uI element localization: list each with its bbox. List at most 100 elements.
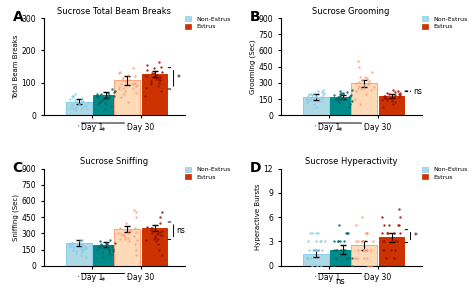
Point (105, 245, 112, 249)
Point (316, 239, 324, 244)
Point (337, 90, 345, 95)
Point (129, 66, 137, 71)
Point (357, 86, 365, 91)
Point (153, 72, 161, 77)
Point (336, 100, 343, 105)
Point (365, 263, 372, 268)
Point (335, 223, 343, 228)
Point (133, 83, 140, 88)
Point (121, 79, 128, 83)
Point (132, 84, 139, 88)
Point (346, 93, 354, 98)
Text: ns: ns (335, 277, 345, 286)
Point (97, 242, 105, 246)
Point (96, 239, 104, 244)
Point (361, 75, 369, 79)
Bar (303, 253, 328, 266)
Point (308, 255, 315, 260)
Point (105, 247, 113, 252)
Point (156, 215, 164, 220)
Point (102, 240, 109, 245)
Point (104, 90, 112, 95)
Point (106, 93, 113, 98)
Point (360, 83, 368, 87)
Point (65, 245, 73, 249)
Point (96, 100, 104, 105)
Point (321, 239, 328, 244)
Point (336, 92, 343, 96)
Point (120, 233, 128, 237)
Point (94, 101, 101, 106)
Text: B: B (250, 10, 260, 24)
Point (131, 81, 138, 85)
Point (130, 207, 138, 212)
Point (71, 92, 79, 96)
Point (133, 238, 140, 243)
Text: *: * (413, 232, 417, 240)
Point (102, 97, 110, 101)
Point (312, 93, 319, 98)
Point (70, 248, 77, 253)
Point (313, 247, 320, 252)
Point (309, 247, 317, 252)
Point (340, 239, 347, 244)
Point (348, 88, 356, 92)
Point (117, 237, 124, 242)
Point (103, 246, 111, 251)
Point (67, 243, 75, 248)
Bar (142, 74, 167, 115)
Point (379, 215, 386, 220)
Point (131, 242, 139, 246)
Point (391, 90, 398, 94)
Y-axis label: Hyperactive Bursts: Hyperactive Bursts (255, 184, 261, 250)
Point (114, 231, 122, 236)
Point (141, 93, 149, 98)
Point (109, 248, 116, 253)
Point (119, 76, 127, 80)
Point (354, 59, 361, 64)
Point (309, 95, 316, 99)
Point (108, 243, 115, 248)
Point (155, 242, 162, 246)
Point (339, 91, 347, 96)
Point (303, 255, 310, 260)
Point (79, 105, 87, 109)
Point (158, 209, 165, 214)
Point (69, 95, 77, 100)
Legend: Non-Estrus, Estrus: Non-Estrus, Estrus (422, 167, 467, 180)
Point (379, 98, 386, 103)
Point (392, 92, 399, 97)
Point (66, 106, 74, 111)
Point (132, 253, 139, 257)
Point (102, 101, 110, 106)
Point (382, 255, 390, 260)
Point (68, 103, 76, 108)
Point (84, 101, 91, 105)
Point (158, 64, 165, 69)
Point (330, 239, 338, 244)
Point (307, 91, 315, 96)
Point (95, 99, 102, 104)
Point (79, 98, 86, 103)
Point (108, 103, 115, 108)
Point (110, 93, 118, 98)
Point (150, 66, 158, 71)
Point (332, 255, 339, 260)
Point (307, 96, 314, 101)
Point (337, 239, 344, 244)
Point (388, 99, 396, 103)
Point (99, 97, 106, 102)
Point (330, 263, 337, 268)
Point (68, 101, 76, 106)
Text: ns: ns (176, 226, 185, 235)
Point (311, 247, 319, 252)
Point (383, 91, 391, 96)
Point (306, 97, 313, 102)
Point (337, 96, 345, 100)
Point (93, 94, 101, 99)
Point (156, 220, 164, 225)
Point (155, 236, 162, 241)
Point (358, 215, 365, 220)
Point (77, 96, 84, 101)
Point (342, 231, 350, 236)
